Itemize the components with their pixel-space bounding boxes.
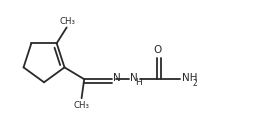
Text: O: O [153,45,161,55]
Text: CH₃: CH₃ [59,17,76,26]
Text: N: N [130,73,138,83]
Text: N: N [113,73,121,83]
Text: CH₃: CH₃ [74,101,89,110]
Text: NH: NH [182,73,197,83]
Text: 2: 2 [193,79,198,88]
Text: H: H [135,78,142,87]
